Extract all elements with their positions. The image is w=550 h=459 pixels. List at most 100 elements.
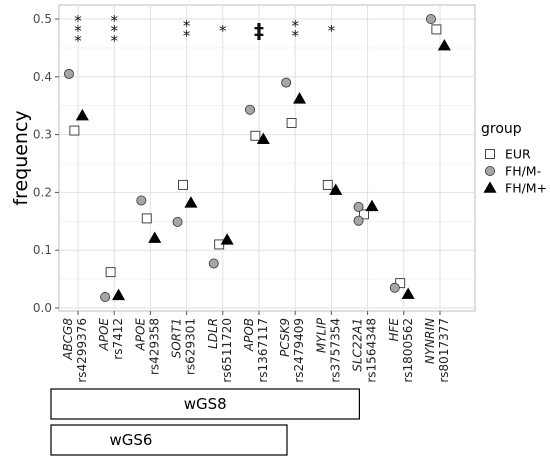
legend-key	[485, 149, 495, 159]
legend-key	[483, 181, 497, 193]
gene-name-label: NYNRIN	[423, 318, 437, 364]
x-tick-label: APOE rs429358	[133, 318, 161, 375]
point-fh-m	[208, 258, 219, 269]
point-fh-m	[256, 132, 270, 145]
point-fh-m	[148, 231, 162, 243]
y-axis-label: frequency	[10, 110, 32, 205]
snp-id-label: rs6511720	[220, 318, 234, 383]
x-tick-label: APOB rs1367117	[242, 318, 270, 383]
significance-star: *	[328, 22, 336, 40]
significance-marker: ‡	[254, 19, 264, 43]
gene-name-label: LDLR	[206, 318, 220, 349]
point-fh-m	[244, 104, 255, 115]
x-tick-label: PCSK9 rs2479409	[278, 318, 306, 383]
y-tick-label: 0.5	[33, 12, 52, 26]
significance-star: *	[74, 32, 82, 50]
group-brackets: wGS8 wGS6	[50, 388, 360, 456]
significance-markers: ******** * ‡ ** *	[74, 12, 335, 50]
snp-id-label: rs3757354	[328, 318, 342, 383]
gene-name-label: APOE	[133, 318, 147, 352]
snp-id-label: rs1800562	[401, 318, 415, 383]
point-fh-m	[172, 216, 183, 227]
y-axis: 0.0 0.1 0.2 0.3 0.4 0.5	[33, 12, 59, 315]
significance-marker: ***	[74, 12, 82, 50]
snp-id-label: rs1367117	[256, 318, 270, 383]
point-eur	[141, 213, 152, 224]
point-fh-m	[184, 196, 198, 208]
legend-label: FH/M-	[505, 164, 541, 179]
gene-name-label: HFE	[387, 318, 401, 342]
point-fh-m	[425, 13, 436, 24]
legend-item: FH/M+	[483, 181, 547, 196]
gene-name-label: PCSK9	[278, 318, 292, 357]
legend-key	[484, 165, 495, 176]
x-tick-label: HFE rs1800562	[387, 318, 415, 383]
significance-marker: **	[183, 17, 191, 45]
x-tick-label: SLC22A1 rs1564348	[351, 318, 379, 383]
significance-star: *	[183, 17, 191, 35]
y-tick-label: 0.3	[33, 128, 52, 142]
group-bracket: wGS6	[50, 424, 288, 456]
x-tick-label: APOE rs7412	[97, 318, 125, 360]
point-fh-m	[437, 38, 451, 51]
gene-name-label: SLC22A1	[351, 318, 365, 372]
point-fh-m	[112, 288, 126, 301]
bracket-label: wGS8	[184, 395, 227, 413]
legend: group EUR FH/M- FH/M+	[481, 121, 547, 196]
y-tick-label: 0.0	[33, 301, 52, 315]
point-fh-m	[329, 183, 343, 195]
snp-id-label: rs1564348	[365, 318, 379, 383]
significance-marker: *	[328, 22, 336, 40]
x-tick-label: LDLR rs6511720	[206, 318, 234, 383]
x-tick-label: MYLIP rs3757354	[314, 317, 342, 382]
significance-star: *	[183, 27, 191, 45]
y-tick-label: 0.2	[33, 185, 52, 199]
snp-id-label: rs629301	[184, 318, 198, 375]
point-fh-m	[353, 215, 364, 226]
snp-id-label: rs7412	[111, 318, 125, 360]
point-eur	[431, 24, 442, 35]
x-axis: ABCG8 rs4299376 APOE rs7412 APOE rs429358 SORT…	[61, 311, 451, 383]
x-tick-label: NYNRIN rs8017377	[423, 318, 451, 383]
legend-label: FH/M+	[505, 181, 547, 196]
significance-star: *	[110, 22, 118, 40]
snp-id-label: rs4299376	[75, 318, 89, 383]
bracket-box	[50, 424, 288, 456]
snp-id-label: rs429358	[147, 318, 161, 375]
y-tick-label: 0.1	[33, 243, 52, 257]
point-fh-m	[220, 233, 234, 245]
significance-star: *	[219, 22, 227, 40]
significance-star: *	[74, 12, 82, 30]
significance-marker: **	[291, 17, 299, 45]
point-fh-m	[281, 77, 292, 88]
gene-name-label: APOB	[242, 318, 256, 352]
significance-star: *	[110, 12, 118, 30]
point-fh-m	[75, 108, 89, 121]
significance-star: *	[74, 22, 82, 40]
point-fh-m	[63, 68, 74, 79]
grid	[59, 5, 475, 311]
gene-name-label: SORT1	[170, 318, 184, 358]
point-fh-m	[100, 292, 111, 303]
point-eur	[359, 209, 369, 220]
bracket-label: wGS6	[110, 431, 153, 449]
point-eur	[286, 118, 297, 128]
point-fh-m	[353, 201, 364, 212]
bracket-box	[50, 388, 360, 420]
x-tick-label: ABCG8 rs4299376	[61, 318, 89, 383]
point-eur	[322, 179, 333, 190]
significance-star: *	[110, 32, 118, 50]
y-tick-label: 0.4	[33, 70, 52, 84]
x-tick-label: SORT1 rs629301	[170, 318, 198, 375]
significance-star: *	[291, 17, 299, 35]
point-eur	[250, 130, 261, 141]
point-fh-m	[401, 287, 415, 299]
gene-name-label: APOE	[97, 318, 111, 352]
legend-title: group	[481, 121, 522, 137]
snp-id-label: rs2479409	[292, 318, 306, 383]
snp-id-label: rs8017377	[437, 318, 451, 383]
point-eur	[178, 179, 188, 190]
point-fh-m	[293, 92, 307, 104]
significance-marker: ***	[110, 12, 118, 50]
